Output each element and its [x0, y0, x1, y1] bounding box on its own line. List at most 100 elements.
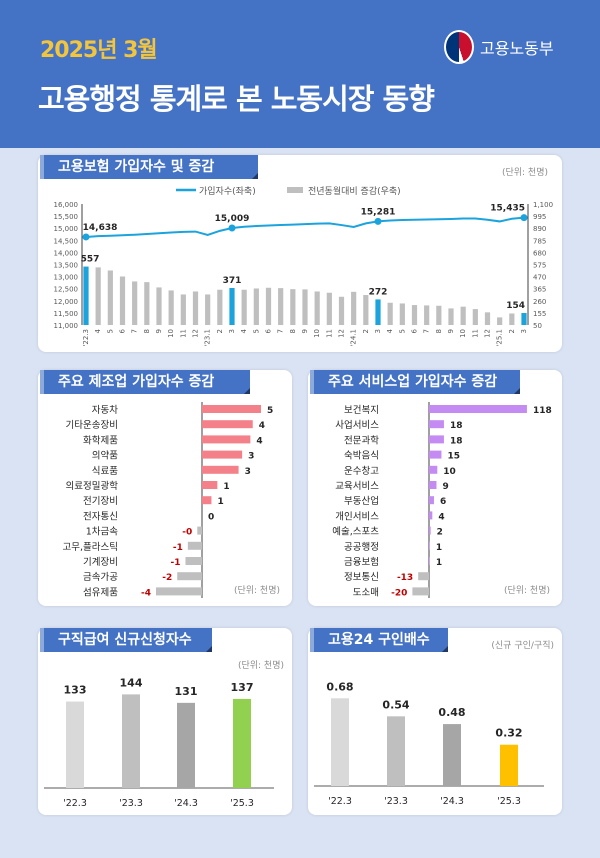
ministry-logo: 고용노동부 — [444, 30, 554, 64]
x-axis-tick: 12 — [338, 329, 346, 338]
x-axis-tick: 9 — [447, 329, 455, 333]
x-axis-tick: '22.3 — [63, 798, 87, 809]
x-axis-tick: 3 — [520, 329, 528, 333]
right-axis-tick: 260 — [533, 298, 546, 306]
bar-yoy-change — [144, 282, 150, 325]
bar-yoy-change — [132, 281, 138, 325]
right-axis-tick: 785 — [533, 237, 546, 245]
category-label: 예술,스포츠 — [332, 527, 379, 538]
left-axis-tick: 12,500 — [54, 286, 79, 294]
bar-value-label: -20 — [391, 588, 407, 598]
x-axis-tick: '24.3 — [174, 798, 198, 809]
line-point — [520, 214, 528, 222]
bar — [66, 701, 84, 788]
category-label: 기계장비 — [83, 556, 118, 568]
insured-panel: 고용보험 가입자수 및 증감 (단위: 천명) 가입자수(좌축) 전년동월대비 증… — [38, 155, 562, 352]
bar-positive — [202, 465, 239, 474]
bar-value-label: -13 — [397, 573, 413, 583]
left-axis-tick: 12,000 — [54, 298, 79, 306]
bar-data-label: 272 — [369, 287, 388, 297]
x-axis-tick: 6 — [119, 328, 127, 333]
left-axis-tick: 11,000 — [54, 322, 79, 330]
category-label: 금속가공 — [83, 572, 118, 583]
category-label: 도소매 — [353, 587, 379, 598]
x-axis-tick: '23.3 — [384, 796, 408, 807]
bar-value-label: 15 — [447, 452, 460, 462]
right-axis-tick: 995 — [533, 213, 546, 221]
bar-value-label: 3 — [248, 452, 254, 462]
bar — [387, 716, 405, 786]
bar-value-label: 0.32 — [495, 727, 522, 740]
line-insured — [85, 216, 525, 238]
x-axis-tick: 8 — [143, 329, 151, 333]
bar-positive — [202, 405, 261, 413]
left-axis-tick: 11,500 — [54, 310, 79, 318]
x-axis-tick: '25.3 — [230, 798, 254, 809]
category-label: 부동산업 — [344, 495, 379, 507]
bar-value-label: 10 — [443, 467, 456, 477]
bar-value-label: 137 — [231, 681, 254, 694]
bar-yoy-change — [326, 292, 332, 325]
left-axis-tick: 15,000 — [54, 225, 79, 233]
x-axis-tick: '22.3 — [82, 329, 90, 347]
left-axis-tick: 13,500 — [54, 262, 79, 270]
bar-positive — [429, 405, 527, 413]
x-axis-tick: 11 — [179, 329, 187, 338]
x-axis-tick: '25.1 — [496, 329, 504, 347]
x-axis-tick: 9 — [155, 329, 163, 333]
x-axis-tick: 10 — [167, 329, 175, 338]
category-label: 운수창고 — [344, 466, 379, 477]
bar-negative — [418, 572, 429, 581]
bar — [122, 694, 140, 788]
bar-value-label: 1 — [223, 482, 229, 492]
x-axis-tick: '24.3 — [440, 796, 464, 807]
bar-value-label: 4 — [259, 421, 265, 431]
bar-yoy-change — [484, 312, 491, 325]
category-label: 의약품 — [92, 450, 118, 462]
page-title: 고용행정 통계로 본 노동시장 동향 — [38, 82, 435, 116]
category-label: 자동차 — [92, 404, 118, 416]
bar-value-label: 144 — [120, 676, 143, 689]
bar-yoy-change — [278, 288, 284, 325]
x-axis-tick: 2 — [362, 329, 370, 333]
taegeuk-emblem-icon — [444, 30, 474, 64]
category-label: 화학제품 — [83, 435, 118, 446]
category-label: 기타운송장비 — [66, 420, 118, 431]
bar-positive — [429, 420, 444, 429]
right-axis-tick: 365 — [533, 286, 546, 294]
right-axis-tick: 575 — [533, 262, 546, 270]
bar-value-label: -0 — [182, 528, 192, 538]
x-axis-tick: 8 — [289, 329, 297, 333]
x-axis-tick: 7 — [131, 329, 139, 333]
bar-yoy-change — [83, 266, 89, 325]
bar-negative — [177, 572, 202, 581]
bar-positive — [202, 420, 253, 429]
x-axis-tick: 7 — [277, 329, 285, 333]
legend-bar-swatch — [287, 187, 303, 193]
bar-yoy-change — [351, 291, 357, 325]
claims-panel: 구직급여 신규신청자수 (단위: 천명) 133 '22.3 144 '23.3 131… — [38, 628, 292, 815]
bar-yoy-change — [338, 296, 345, 325]
bar-yoy-change — [375, 299, 381, 325]
bar-data-label: 557 — [81, 255, 100, 265]
panel-title: 구직급여 신규신청자수 — [40, 628, 212, 652]
bar-negative — [187, 541, 202, 550]
bar-yoy-change — [229, 288, 235, 325]
bar-value-label: 4 — [256, 436, 262, 446]
right-axis-tick: 890 — [533, 225, 546, 233]
bar-yoy-change — [192, 291, 199, 325]
x-axis-tick: 9 — [301, 329, 309, 333]
bar-yoy-change — [156, 287, 162, 325]
bar-value-label: 1 — [436, 543, 442, 553]
x-axis-tick: 12 — [484, 329, 492, 338]
line-data-label: 15,009 — [215, 214, 250, 224]
left-axis-tick: 14,000 — [54, 249, 79, 257]
job-ratio-panel: 고용24 구인배수 (신규 구인/구직) 0.68'22.3 0.54'23.3 0… — [308, 628, 562, 815]
x-axis-tick: 3 — [228, 329, 236, 333]
x-axis-tick: 11 — [325, 329, 333, 338]
bar-yoy-change — [460, 306, 466, 325]
category-label: 보건복지 — [344, 405, 379, 416]
line-point — [374, 217, 382, 225]
x-axis-tick: 5 — [398, 329, 406, 333]
job-ratio-chart: 0.68 '22.3 0.54 '23.3 0.48 '24.3 0.32 '25.3 — [314, 680, 544, 807]
